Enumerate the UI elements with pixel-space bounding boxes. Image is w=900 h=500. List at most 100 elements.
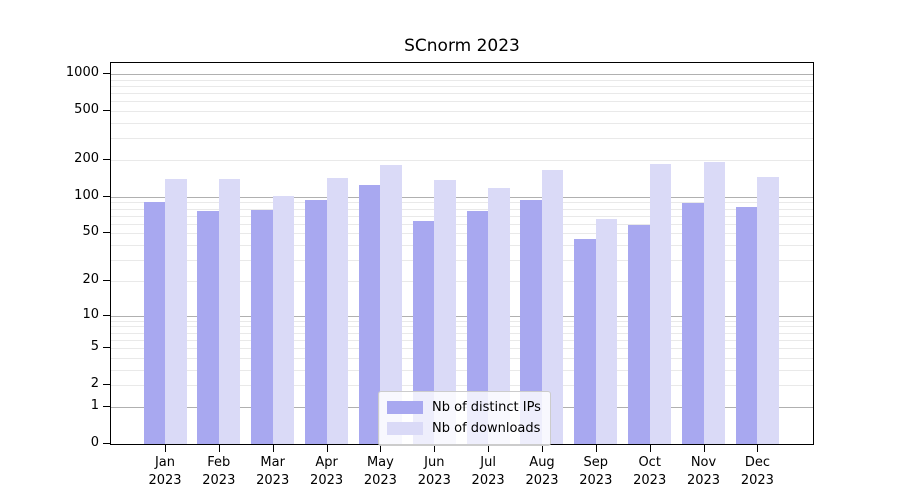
y-tick-mark (103, 72, 110, 74)
plot-area: Nb of distinct IPs Nb of downloads (110, 62, 814, 446)
bar-distinct-ips-sep (574, 238, 596, 444)
bar-distinct-ips-aug (520, 200, 542, 444)
x-tick-label: Jan 2023 (148, 455, 182, 488)
y-tick-label: 100 (74, 187, 99, 203)
gridline-minor (111, 233, 813, 235)
bar-distinct-ips-mar (251, 209, 273, 444)
legend-item-downloads: Nb of downloads (387, 418, 541, 439)
gridline-minor (111, 369, 813, 371)
x-tick-mark (218, 445, 220, 452)
bar-distinct-ips-jan (143, 202, 165, 444)
y-tick-mark (103, 314, 110, 316)
bar-distinct-ips-jun (412, 221, 435, 444)
y-tick-mark (103, 405, 110, 407)
bar-downloads-apr (326, 178, 349, 444)
bar-distinct-ips-apr (305, 200, 327, 444)
x-tick-mark (649, 445, 651, 452)
gridline-minor (111, 122, 813, 124)
gridline-minor (111, 93, 813, 94)
bar-distinct-ips-jul (466, 210, 489, 444)
x-tick-mark (488, 445, 490, 452)
gridline-minor (111, 138, 813, 140)
gridline-minor (111, 326, 813, 328)
x-tick-label: Oct 2023 (633, 455, 667, 488)
x-tick-label: Nov 2023 (686, 455, 721, 488)
bar-downloads-jun (434, 179, 456, 444)
x-tick-mark (326, 445, 328, 452)
bar-downloads-may (380, 164, 402, 444)
y-tick-mark (103, 232, 110, 234)
legend-swatch-downloads (387, 422, 423, 435)
x-tick-label: Jul 2023 (471, 455, 505, 488)
x-tick-mark (380, 445, 382, 452)
gridline-minor (111, 110, 813, 112)
gridline-minor (111, 260, 813, 261)
y-tick-mark (103, 443, 110, 444)
bar-downloads-jul (488, 187, 510, 444)
y-tick-mark (103, 158, 110, 160)
x-tick-label: Jun 2023 (417, 455, 451, 488)
gridline-minor (111, 245, 813, 246)
y-tick-label: 5 (90, 339, 99, 354)
x-tick-mark (542, 445, 543, 452)
bar-downloads-oct (649, 163, 672, 444)
x-tick-label: Dec 2023 (740, 455, 774, 488)
gridline-minor (111, 215, 813, 217)
gridline-minor (111, 357, 813, 359)
gridline-minor (111, 280, 813, 282)
x-tick-mark (434, 445, 436, 452)
x-tick-label: Aug 2023 (525, 455, 559, 488)
bar-downloads-feb (218, 179, 241, 444)
y-tick-label: 50 (82, 224, 99, 240)
x-tick-mark (165, 445, 166, 452)
bar-distinct-ips-oct (628, 224, 650, 444)
y-tick-mark (103, 109, 110, 111)
bar-downloads-nov (703, 161, 725, 444)
gridline-minor (111, 85, 813, 87)
y-tick-label: 1 (90, 397, 99, 413)
bar-distinct-ips-feb (197, 211, 219, 444)
bar-distinct-ips-dec (735, 206, 758, 444)
bar-downloads-dec (757, 177, 779, 444)
x-tick-label: Sep 2023 (579, 455, 613, 488)
gridline-minor (111, 320, 813, 322)
y-tick-label: 500 (74, 101, 99, 117)
legend-swatch-distinct-ips (387, 401, 423, 414)
y-tick-mark (103, 384, 110, 386)
legend-item-distinct-ips: Nb of distinct IPs (387, 397, 541, 418)
legend-label-distinct-ips: Nb of distinct IPs (432, 400, 541, 415)
y-tick-label: 2 (90, 376, 99, 392)
gridline-minor (111, 159, 813, 161)
gridline-minor (111, 208, 813, 210)
gridline-minor (111, 332, 813, 334)
gridline-minor (111, 348, 813, 349)
bar-distinct-ips-may (358, 184, 381, 444)
x-tick-mark (703, 445, 705, 452)
x-tick-mark (757, 445, 759, 452)
bar-downloads-aug (541, 169, 564, 444)
y-tick-mark (103, 347, 110, 348)
bar-downloads-mar (272, 195, 295, 444)
y-tick-label: 20 (82, 271, 99, 287)
y-tick-mark (103, 195, 110, 197)
gridline-major (111, 315, 813, 317)
gridline-major (111, 196, 813, 198)
x-tick-label: Apr 2023 (310, 455, 344, 488)
x-tick-mark (272, 445, 274, 452)
x-tick-label: Feb 2023 (202, 455, 236, 488)
x-tick-mark (595, 445, 597, 452)
bar-downloads-jan (165, 178, 187, 444)
gridline-minor (111, 339, 813, 341)
legend: Nb of distinct IPs Nb of downloads (378, 391, 551, 446)
gridline-minor (111, 202, 813, 204)
gridline-minor (111, 79, 813, 81)
y-tick-label: 0 (90, 435, 99, 450)
bar-distinct-ips-nov (682, 202, 704, 444)
y-tick-label: 200 (74, 150, 99, 166)
gridline-minor (111, 385, 813, 387)
legend-label-downloads: Nb of downloads (432, 421, 541, 436)
gridline-minor (111, 223, 813, 225)
chart-title: SCnorm 2023 (404, 36, 520, 56)
bar-downloads-sep (595, 218, 618, 444)
